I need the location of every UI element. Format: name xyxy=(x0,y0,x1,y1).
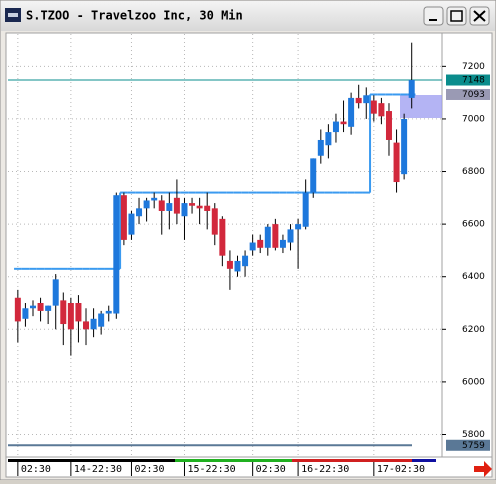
price-tag-label: 5759 xyxy=(462,441,485,451)
session-bar xyxy=(175,459,292,462)
candle-body xyxy=(67,303,74,330)
candle-body xyxy=(226,260,233,269)
title-bar xyxy=(1,1,495,31)
candle-body xyxy=(302,192,309,227)
candle-body xyxy=(295,224,302,230)
app-icon-mark xyxy=(8,13,18,17)
candle-body xyxy=(257,239,264,248)
price-tag-label: 7148 xyxy=(462,76,485,86)
close-icon xyxy=(473,10,486,22)
candle-body xyxy=(45,305,52,311)
candle-body xyxy=(189,203,196,206)
y-tick-label: 6000 xyxy=(462,377,485,387)
candle-body xyxy=(355,97,362,104)
x-tick-label: 16-22:30 xyxy=(301,464,349,475)
maximize-button[interactable] xyxy=(446,6,467,26)
candle-body xyxy=(234,260,241,272)
x-tick-label: 02:30 xyxy=(134,464,164,475)
candle-body xyxy=(325,132,332,146)
price-tag xyxy=(446,439,490,451)
candle-body xyxy=(363,95,370,104)
candle-body xyxy=(264,226,271,248)
candle-body xyxy=(37,303,44,311)
candle-body xyxy=(385,111,392,140)
y-tick-label: 6600 xyxy=(462,220,485,230)
candle-body xyxy=(120,195,127,240)
plot: 5800 6000 6200 6400 6600 6800 7000 7200 02:30 14-… xyxy=(8,34,490,476)
candle-body xyxy=(408,80,415,98)
window-buttons xyxy=(423,6,490,26)
candle-body xyxy=(128,213,135,235)
candle-body xyxy=(14,297,21,322)
candle-body xyxy=(287,229,294,243)
session-bar xyxy=(412,459,436,462)
candle-body xyxy=(166,203,173,211)
window-title: S.TZOO - Travelzoo Inc, 30 Min xyxy=(26,9,243,23)
candle-body xyxy=(370,100,377,114)
price-tag xyxy=(446,74,490,86)
candle-body xyxy=(211,208,218,235)
candle-body xyxy=(317,139,324,156)
candle-body xyxy=(181,203,188,217)
y-tick-label: 6800 xyxy=(462,167,485,177)
candle-body xyxy=(378,103,385,117)
candle-body xyxy=(340,121,347,125)
price-tag-label: 7093 xyxy=(462,90,485,100)
scroll-arrow[interactable] xyxy=(474,461,492,477)
y-tick-label: 7200 xyxy=(462,62,485,72)
candle-body xyxy=(204,205,211,211)
x-tick-label: 17-02:30 xyxy=(377,464,425,475)
minimize-button[interactable] xyxy=(423,6,444,26)
candle-body xyxy=(393,142,400,183)
candle-body xyxy=(151,197,158,201)
candle-body xyxy=(105,310,112,314)
y-tick-label: 7000 xyxy=(462,114,485,124)
candle-body xyxy=(60,300,67,325)
candle-body xyxy=(136,208,143,217)
candle-body xyxy=(98,313,105,327)
x-tick-label: 15-22:30 xyxy=(187,464,235,475)
candle-body xyxy=(196,205,203,209)
candle-body xyxy=(219,218,226,256)
highlight-zone xyxy=(400,95,442,118)
x-tick-label: 14-22:30 xyxy=(74,464,122,475)
y-tick-label: 5800 xyxy=(462,430,485,440)
candle-body xyxy=(143,200,150,209)
candle-body xyxy=(83,321,90,330)
candle-body xyxy=(90,318,97,330)
y-tick-label: 6400 xyxy=(462,272,485,282)
candle-body xyxy=(272,224,279,248)
price-tag xyxy=(446,88,490,100)
session-bar xyxy=(8,459,175,462)
candle-body xyxy=(158,200,165,211)
candle-body xyxy=(75,303,82,322)
candle-body xyxy=(249,242,256,251)
candle-body xyxy=(52,279,59,306)
candle-body xyxy=(22,308,29,319)
x-tick-label: 02:30 xyxy=(256,464,286,475)
candle-body xyxy=(29,305,36,309)
x-tick-label: 02:30 xyxy=(21,464,51,475)
candle-body xyxy=(279,239,286,248)
candle-body xyxy=(242,255,249,267)
candle-body xyxy=(113,195,120,314)
candle-body xyxy=(332,121,339,133)
y-tick-label: 6200 xyxy=(462,325,485,335)
candle-body xyxy=(310,158,317,193)
session-bar xyxy=(292,459,412,462)
candle-body xyxy=(401,118,408,175)
candle-body xyxy=(173,197,180,214)
maximize-icon xyxy=(450,10,463,22)
candle-body xyxy=(348,97,355,127)
